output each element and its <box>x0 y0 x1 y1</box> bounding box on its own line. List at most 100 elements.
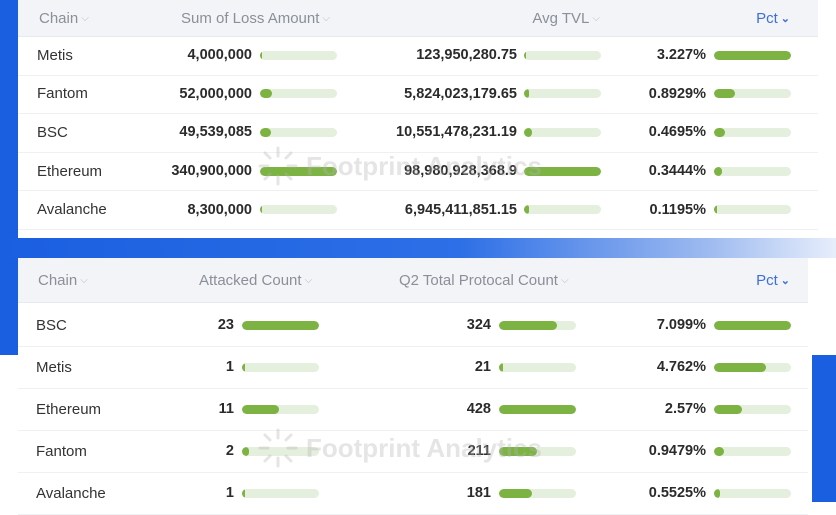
column-header-attacked-count[interactable]: Attacked Count ⌵ <box>199 271 313 289</box>
q2-total-count: 181 <box>466 485 491 501</box>
pct-bar-fill <box>714 127 726 137</box>
column-header-loss[interactable]: Sum of Loss Amount ⌵ <box>181 9 330 27</box>
tvl-bar-fill <box>524 166 601 176</box>
sort-desc-icon: ⌄ <box>780 274 790 287</box>
attacked-bar <box>242 404 319 414</box>
q2-total-count: 428 <box>466 401 491 417</box>
attacked-count: 11 <box>218 401 234 417</box>
pct-value: 0.5525% <box>648 485 706 501</box>
attack-count-table: Chain ⌵ Attacked Count ⌵ Q2 Total Protocal… <box>18 258 808 515</box>
column-header-chain[interactable]: Chain ⌵ <box>38 271 88 289</box>
tvl-bar <box>524 166 601 176</box>
chain-name: Avalanche <box>37 201 107 219</box>
loss-bar-fill <box>260 89 272 99</box>
pct-bar <box>714 205 791 215</box>
background-accent-left <box>0 0 18 355</box>
tvl-bar <box>524 89 601 99</box>
background-accent-band <box>0 238 836 258</box>
avg-tvl: 6,945,411,851.15 <box>404 201 517 218</box>
chain-name: Metis <box>36 358 72 376</box>
table-row[interactable]: BSC 49,539,085 10,551,478,231.19 0.4695% <box>18 113 818 153</box>
total-bar-fill <box>499 320 558 330</box>
loss-bar-fill <box>260 50 262 60</box>
avg-tvl: 5,824,023,179.65 <box>404 85 517 102</box>
chain-name: Ethereum <box>36 400 102 418</box>
pct-bar-fill <box>714 50 791 60</box>
sort-icon: ⌵ <box>322 12 330 24</box>
pct-bar-fill <box>714 362 766 372</box>
total-bar-fill <box>499 446 537 456</box>
total-bar <box>499 446 576 456</box>
pct-bar <box>714 50 791 60</box>
loss-bar-fill <box>260 127 272 137</box>
pct-value: 2.57% <box>664 401 706 417</box>
avg-tvl: 10,551,478,231.19 <box>396 124 517 141</box>
attacked-count: 2 <box>225 443 234 459</box>
loss-amount: 4,000,000 <box>187 47 252 64</box>
chain-name: BSC <box>36 316 67 334</box>
total-bar-fill <box>499 404 576 414</box>
pct-value: 3.227% <box>656 47 706 64</box>
chain-name: Metis <box>37 46 73 64</box>
tvl-bar-fill <box>524 89 529 99</box>
pct-value: 4.762% <box>656 359 706 375</box>
pct-bar <box>714 404 791 414</box>
table-row[interactable]: Fantom 52,000,000 5,824,023,179.65 0.8929% <box>18 75 818 115</box>
table-row[interactable]: Metis 1 21 4.762% <box>18 346 808 389</box>
table-row[interactable]: Ethereum 11 428 2.57% <box>18 388 808 431</box>
column-header-pct[interactable]: Pct ⌄ <box>756 271 790 289</box>
loss-vs-tvl-table: Chain ⌵ Sum of Loss Amount ⌵ Avg TVL ⌵ Pct ⌄… <box>18 0 818 238</box>
q2-total-count: 21 <box>474 359 491 375</box>
column-header-q2-total[interactable]: Q2 Total Protocal Count ⌵ <box>399 271 569 289</box>
loss-bar <box>260 205 337 215</box>
tvl-bar-fill <box>524 205 530 215</box>
attacked-bar-fill <box>242 362 246 372</box>
column-header-avg-tvl[interactable]: Avg TVL ⌵ <box>532 9 600 27</box>
chain-name: Ethereum <box>37 162 103 180</box>
table-row[interactable]: Ethereum 340,900,000 98,980,928,368.9 0.344… <box>18 152 818 192</box>
attacked-bar-fill <box>242 446 249 456</box>
table-row[interactable]: Avalanche 1 181 0.5525% <box>18 472 808 515</box>
table-row[interactable]: Avalanche 8,300,000 6,945,411,851.15 0.1195… <box>18 190 818 230</box>
table-header: Chain ⌵ Sum of Loss Amount ⌵ Avg TVL ⌵ Pct ⌄ <box>18 0 818 37</box>
chain-name: Fantom <box>36 442 87 460</box>
pct-bar-fill <box>714 488 720 498</box>
loss-bar-fill <box>260 205 262 215</box>
sort-icon: ⌵ <box>592 12 600 24</box>
total-bar <box>499 362 576 372</box>
total-bar <box>499 320 576 330</box>
loss-bar <box>260 166 337 176</box>
column-header-pct[interactable]: Pct ⌄ <box>756 9 790 27</box>
attacked-bar-fill <box>242 404 279 414</box>
avg-tvl: 123,950,280.75 <box>416 47 517 64</box>
sort-icon: ⌵ <box>80 274 88 286</box>
loss-bar <box>260 127 337 137</box>
pct-bar <box>714 166 791 176</box>
attacked-count: 23 <box>217 317 234 333</box>
loss-bar <box>260 89 337 99</box>
pct-value: 7.099% <box>656 317 706 333</box>
pct-bar-fill <box>714 320 791 330</box>
tvl-bar <box>524 127 601 137</box>
attacked-count: 1 <box>225 485 234 501</box>
pct-value: 0.1195% <box>649 201 706 218</box>
total-bar <box>499 488 576 498</box>
sort-icon: ⌵ <box>81 12 89 24</box>
avg-tvl: 98,980,928,368.9 <box>404 163 517 180</box>
table-row[interactable]: Fantom 2 211 0.9479% <box>18 430 808 473</box>
attacked-bar <box>242 362 319 372</box>
table-header: Chain ⌵ Attacked Count ⌵ Q2 Total Protocal… <box>18 258 808 303</box>
sort-desc-icon: ⌄ <box>780 12 790 25</box>
sort-icon: ⌵ <box>304 274 313 286</box>
total-bar-fill <box>499 488 532 498</box>
pct-value: 0.4695% <box>648 124 706 141</box>
table-row[interactable]: Metis 4,000,000 123,950,280.75 3.227% <box>18 36 818 76</box>
pct-bar-fill <box>714 166 723 176</box>
tvl-bar <box>524 50 601 60</box>
attacked-bar-fill <box>242 320 319 330</box>
total-bar-fill <box>499 362 503 372</box>
pct-value: 0.8929% <box>648 85 706 102</box>
sort-icon: ⌵ <box>560 274 569 286</box>
table-row[interactable]: BSC 23 324 7.099% <box>18 304 808 347</box>
column-header-chain[interactable]: Chain ⌵ <box>39 9 89 27</box>
